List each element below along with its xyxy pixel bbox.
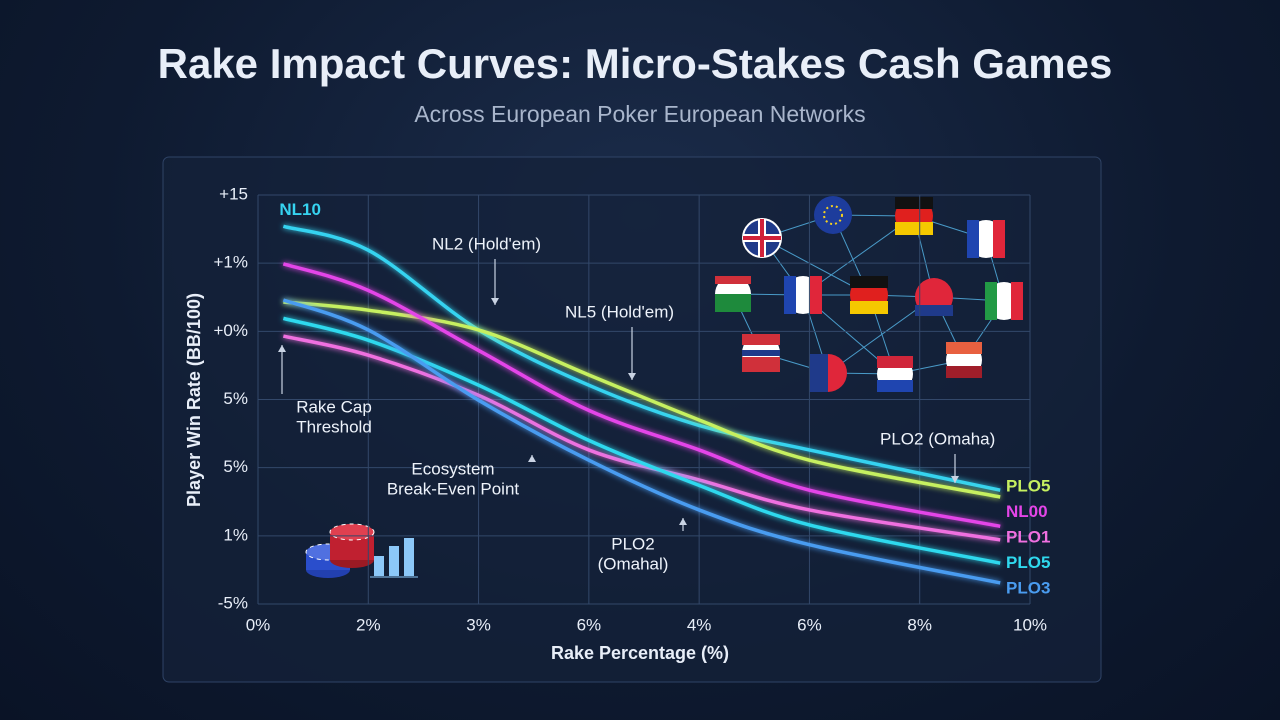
y-tick-label: 5% bbox=[223, 389, 248, 408]
annotation: Threshold bbox=[296, 417, 372, 436]
y-tick-label: 5% bbox=[223, 457, 248, 476]
y-tick-label: +0% bbox=[214, 321, 249, 340]
x-tick-label: 2% bbox=[356, 615, 381, 634]
x-tick-label: 6% bbox=[797, 615, 822, 634]
series-label: NL10 bbox=[279, 200, 321, 219]
flags bbox=[715, 196, 1023, 392]
y-tick-label: -5% bbox=[218, 593, 248, 612]
x-tick-label: 8% bbox=[907, 615, 932, 634]
series-label: PLO1 bbox=[1006, 527, 1050, 546]
chart-title: Rake Impact Curves: Micro-Stakes Cash Ga… bbox=[158, 40, 1113, 87]
x-tick-label: 3% bbox=[466, 615, 491, 634]
chart-subtitle: Across European Poker European Networks bbox=[414, 101, 865, 127]
series-label: PLO5 bbox=[1006, 476, 1050, 495]
x-tick-label: 10% bbox=[1013, 615, 1047, 634]
y-tick-label: +15 bbox=[219, 184, 248, 203]
arrow-head bbox=[951, 476, 959, 483]
series-line bbox=[282, 334, 1001, 542]
series-label: PLO5 bbox=[1006, 553, 1050, 572]
series-label: NL00 bbox=[1006, 502, 1048, 521]
series-line bbox=[283, 300, 1001, 499]
x-axis-label: Rake Percentage (%) bbox=[551, 643, 729, 663]
x-tick-label: 0% bbox=[246, 615, 271, 634]
annotation: PLO2 bbox=[611, 534, 654, 553]
annotation: Rake Cap bbox=[296, 397, 372, 416]
y-tick-label: 1% bbox=[223, 525, 248, 544]
annotation: (Omahal) bbox=[598, 554, 669, 573]
y-tick-label: +1% bbox=[214, 253, 249, 272]
arrow-head bbox=[528, 455, 536, 462]
annotation: NL2 (Hold'em) bbox=[432, 234, 541, 253]
series-label: PLO3 bbox=[1006, 578, 1050, 597]
annotation: Break-Even Point bbox=[387, 479, 520, 498]
series-line bbox=[282, 298, 1001, 585]
arrow-head bbox=[628, 373, 636, 380]
arrow-head bbox=[491, 298, 499, 305]
x-tick-label: 6% bbox=[577, 615, 602, 634]
series-line bbox=[282, 224, 1001, 492]
annotation: PLO2 (Omaha) bbox=[880, 429, 995, 448]
y-axis-label: Player Win Rate (BB/100) bbox=[184, 293, 204, 507]
annotation: Ecosystem bbox=[411, 459, 494, 478]
arrow-head bbox=[278, 345, 286, 352]
arrow-head bbox=[679, 518, 687, 525]
series-line bbox=[282, 316, 1001, 565]
annotation: NL5 (Hold'em) bbox=[565, 302, 674, 321]
x-tick-label: 4% bbox=[687, 615, 712, 634]
series-line bbox=[282, 262, 1001, 529]
